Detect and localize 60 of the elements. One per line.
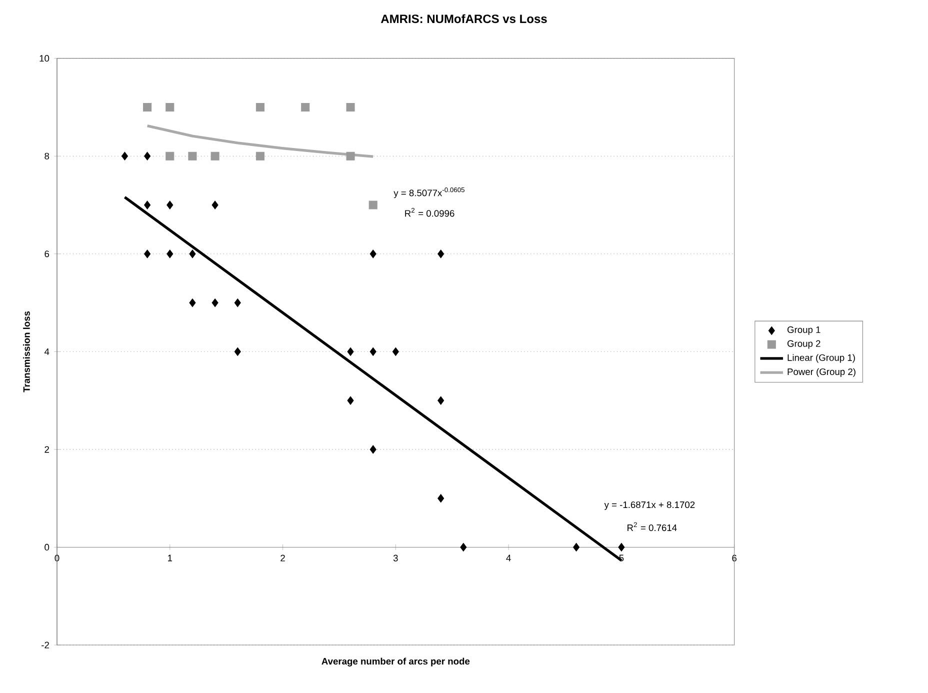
x-axis-title: Average number of arcs per node [322, 658, 470, 666]
point [438, 494, 444, 503]
point [370, 347, 376, 356]
point [212, 298, 218, 308]
y-tick-label: 4 [44, 348, 50, 355]
point [370, 250, 376, 258]
x-tick-label: 0 [54, 554, 60, 562]
x-tick-label: 4 [506, 554, 511, 562]
annotation: R$^{2}$ = 0.7614 [628, 522, 677, 532]
annotation: y = 8.5077x$^{-0.0605}$ [394, 187, 464, 198]
point [188, 152, 197, 160]
line-series [146, 124, 374, 158]
point [438, 396, 444, 405]
y-tick-label: 2 [44, 446, 49, 453]
y-tick-label: 6 [44, 250, 50, 258]
point [347, 347, 354, 356]
point [166, 250, 174, 258]
legend-label: Group 1 [787, 326, 820, 335]
point [618, 542, 625, 552]
point [368, 200, 378, 210]
x-tick-label: 3 [393, 554, 398, 562]
point [234, 298, 241, 308]
point [166, 102, 174, 112]
point [210, 152, 220, 160]
point [166, 200, 174, 210]
point [189, 250, 196, 258]
point [121, 152, 128, 160]
y-tick-label: 0 [44, 544, 50, 551]
point [392, 347, 399, 356]
point [460, 542, 467, 552]
point [166, 152, 174, 160]
legend-label: Group 2 [787, 340, 820, 349]
point [256, 102, 264, 112]
x-tick-label: 2 [280, 554, 285, 562]
y-tick-label: 10 [40, 55, 50, 62]
point [256, 152, 264, 160]
point [212, 200, 218, 210]
point [144, 250, 151, 258]
annotation: R$^{2}$ = 0.0996 [405, 208, 454, 217]
legend-label: Linear (Group 1) [788, 354, 855, 363]
point [301, 102, 310, 112]
legend-label: Power (Group 2) [788, 368, 856, 377]
x-tick-label: 1 [168, 554, 172, 562]
point [143, 102, 152, 112]
chart-title: AMRIS: NUMofARCS vs Loss [380, 14, 547, 24]
point [346, 102, 355, 112]
point [347, 396, 354, 405]
y-tick-label: 8 [44, 152, 50, 160]
x-tick-label: 6 [732, 554, 737, 562]
y-axis-title: Transmission loss [23, 311, 30, 392]
point [438, 250, 444, 258]
point [144, 152, 151, 160]
point [346, 152, 355, 160]
point [370, 445, 376, 454]
annotation: y = -1.6871x + 8.1702 [604, 501, 695, 510]
point [189, 298, 196, 308]
point [144, 200, 151, 210]
point [573, 542, 580, 552]
point [234, 347, 241, 356]
y-tick-label: -2 [42, 642, 49, 648]
